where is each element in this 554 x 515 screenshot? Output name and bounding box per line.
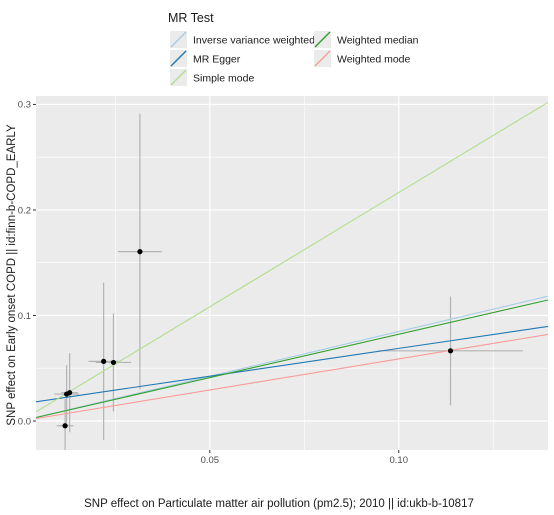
data-points <box>62 249 454 429</box>
line-weighted-mode <box>36 333 548 420</box>
legend-label: Simple mode <box>193 73 254 85</box>
line-mr-egger <box>36 325 548 403</box>
line-inverse-variance-weighted <box>36 295 548 418</box>
axes: 0.05 0.10 0.0 0.1 0.2 0.3 <box>18 100 408 466</box>
gridlines <box>36 96 548 450</box>
legend-label: Inverse variance weighted <box>193 35 315 47</box>
data-point <box>101 358 107 364</box>
legend-label: Weighted median <box>337 35 419 47</box>
legend-key-line <box>170 69 187 86</box>
legend-item-inverse-variance-weighted: Inverse variance weighted <box>170 31 315 48</box>
legend-key-line <box>170 50 187 67</box>
mr-lines <box>36 101 548 420</box>
line-weighted-median <box>36 299 548 419</box>
legend-key-line <box>170 31 187 48</box>
legend-label: Weighted mode <box>337 54 411 66</box>
y-axis-label: SNP effect on Early onset COPD || id:fin… <box>6 124 18 426</box>
legend-label: MR Egger <box>193 54 241 66</box>
y-tick-label: 0.1 <box>18 311 31 322</box>
plot-panel <box>36 96 548 450</box>
y-tick-label: 0.0 <box>18 416 31 427</box>
data-point <box>137 249 143 255</box>
data-point <box>447 348 454 354</box>
legend-item-weighted-mode: Weighted mode <box>314 50 411 67</box>
x-axis-label: SNP effect on Particulate matter air pol… <box>84 498 474 510</box>
y-tick-label: 0.2 <box>18 205 31 216</box>
line-simple-mode <box>36 101 548 413</box>
legend-item-mr-egger: MR Egger <box>170 50 241 67</box>
legend-title: MR Test <box>168 11 214 25</box>
legend-key-line <box>314 50 331 67</box>
legend-key-line <box>314 31 331 48</box>
legend-item-weighted-median: Weighted median <box>314 31 419 48</box>
legend-item-simple-mode: Simple mode <box>170 69 254 86</box>
data-point <box>62 423 68 429</box>
legend: MR Test Inverse variance weighted MR Egge… <box>168 11 419 86</box>
x-tick-label: 0.10 <box>389 455 408 466</box>
y-tick-label: 0.3 <box>18 100 31 111</box>
data-point <box>67 390 73 396</box>
x-tick-label: 0.05 <box>201 455 220 466</box>
data-point <box>110 359 117 366</box>
